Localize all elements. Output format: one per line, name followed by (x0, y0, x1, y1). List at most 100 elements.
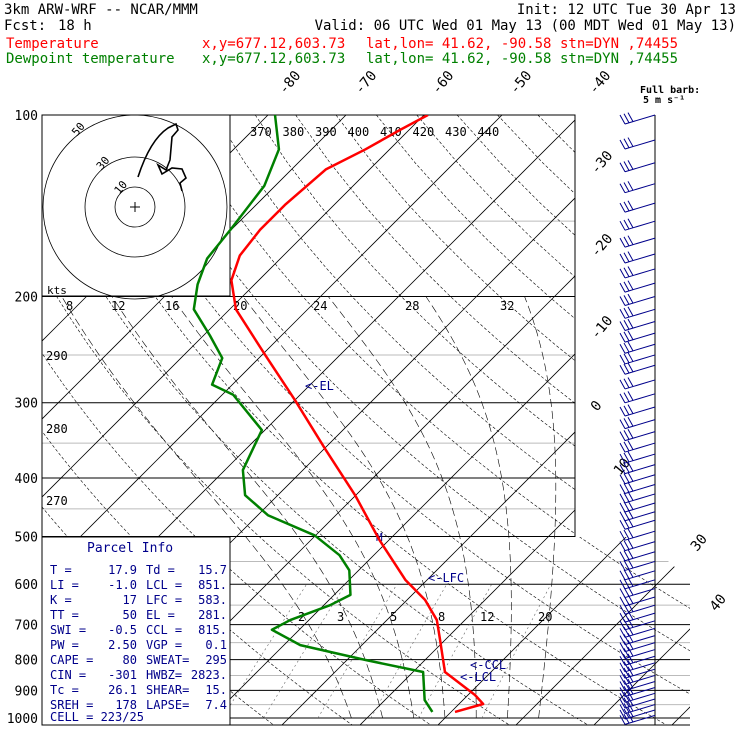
dry-adiabat-line (254, 115, 690, 725)
dry-adiabat-line (537, 115, 690, 725)
isotherm-label: -20 (588, 231, 617, 261)
forecast-hour: 18 h (58, 18, 92, 34)
parcel-param-value: 2.50 (108, 638, 137, 652)
dry-adiabat-line (456, 115, 690, 725)
parcel-param-label: K = (50, 593, 72, 607)
temperature-station: stn=DYN ,74455 (560, 36, 679, 52)
hodograph-units: kts (47, 284, 67, 297)
wind-barb-icon (619, 112, 656, 125)
moist-adiabat-line (328, 296, 477, 719)
parcel-param-value: 15.7 (198, 563, 227, 577)
wind-barb-icon (619, 428, 656, 442)
wind-barb-icon (619, 712, 656, 725)
moist-adiabat-line (524, 296, 557, 719)
legend-dewpoint: Dewpoint temperature (6, 51, 175, 67)
isotherm-line (353, 115, 690, 725)
isotherm-line (275, 115, 690, 725)
wind-barb-icon (619, 160, 656, 173)
wind-barb-icon (619, 646, 656, 660)
dry-adiabat-line (42, 115, 436, 725)
wind-barb-icon (619, 362, 656, 375)
dry-adiabat-line (416, 115, 690, 725)
isotherm-line (197, 115, 690, 725)
wind-barb-icon (619, 200, 656, 213)
parcel-param-label: CIN = (50, 668, 86, 682)
theta-label: 410 (380, 125, 402, 139)
pressure-tick-label: 500 (15, 530, 38, 545)
wind-scale-label: 28 (405, 299, 419, 313)
wind-barb-icon (619, 404, 656, 417)
pressure-tick-label: 1000 (7, 712, 38, 727)
dry-adiabat-line (42, 115, 357, 725)
dry-adiabat-line (295, 115, 690, 725)
wind-barb-icon (619, 568, 656, 581)
parcel-param-label: CAPE = (50, 653, 93, 667)
wind-barb-icon (619, 684, 656, 697)
parcel-param-value: 178 (115, 698, 137, 712)
parcel-param-label: SWI = (50, 623, 86, 637)
pressure-tick-label: 100 (15, 109, 38, 124)
init-time: Init: 12 UTC Tue 30 Apr 13 (516, 2, 736, 18)
theta-label: 290 (46, 349, 68, 363)
parcel-param-label: T = (50, 563, 72, 577)
theta-label: 370 (250, 125, 272, 139)
theta-label: 420 (413, 125, 435, 139)
wind-barb-icon (619, 481, 656, 494)
parcel-param-value: 15. (205, 683, 227, 697)
parcel-param-label: PW = (50, 638, 79, 652)
parcel-param-label: HWBZ= (146, 668, 182, 682)
theta-label: 400 (348, 125, 370, 139)
mixing-ratio-label: 12 (480, 610, 494, 624)
wind-barb-icon (619, 451, 656, 464)
dewpoint-temperature-line (192, 115, 434, 713)
parcel-param-value: 2823. (191, 668, 227, 682)
mixing-ratio-line (370, 584, 447, 719)
parcel-param-label: CCL = (146, 623, 182, 637)
theta-label: 390 (315, 125, 337, 139)
wind-barb-icon (619, 640, 656, 653)
parcel-param-label: LAPSE= (146, 698, 189, 712)
parcel-param-value: 0.1 (205, 638, 227, 652)
parcel-param-value: 17 (123, 593, 137, 607)
parcel-param-label: Tc = (50, 683, 79, 697)
wind-barb-icon (619, 137, 656, 150)
parcel-param-value: 295 (205, 653, 227, 667)
wind-barb-icon (619, 585, 656, 599)
theta-label: 270 (46, 494, 68, 508)
mixing-ratio-label: 5 (390, 610, 397, 624)
wind-barb-icon (619, 666, 656, 679)
wind-barb-icon (619, 558, 656, 571)
parcel-level-marker: <-LFC (428, 571, 464, 585)
parcel-param-value: 80 (123, 653, 137, 667)
dry-adiabat-line (578, 115, 690, 725)
hodograph-ring (114, 186, 156, 228)
parcel-level-marker: <-LCL (460, 670, 496, 684)
dry-adiabat-line (93, 115, 690, 725)
mixing-ratio-line (418, 584, 492, 719)
isotherm-line (509, 115, 690, 725)
parcel-param-label: Td = (146, 563, 175, 577)
wind-barb-icon (619, 707, 656, 720)
mixing-ratio-line (263, 584, 346, 719)
parcel-param-label: TT = (50, 608, 79, 622)
theta-label: 430 (445, 125, 467, 139)
parcel-cell: CELL = 223/25 (50, 710, 144, 724)
parcel-param-label: LFC = (146, 593, 182, 607)
temperature-xy: x,y=677.12,603.73 (202, 36, 346, 52)
wind-barb-icon (619, 280, 656, 293)
wind-barb-icon (619, 341, 656, 354)
wind-scale-label: 32 (500, 299, 514, 313)
hodograph-box (41, 114, 231, 297)
temperature-latlon: lat,lon= 41.62, -90.58 (366, 36, 552, 52)
dry-adiabat-line (42, 115, 515, 725)
moist-adiabat-line (425, 296, 512, 719)
hodograph-trace (137, 122, 187, 192)
wind-barb-icon (619, 549, 656, 562)
wind-barb-icon (619, 330, 656, 343)
wind-barb-icon (619, 391, 656, 404)
isotherm-label: -40 (586, 68, 615, 98)
dewpoint-latlon: lat,lon= 41.62, -90.58 (366, 51, 552, 67)
parcel-param-label: SWEAT= (146, 653, 189, 667)
hodograph-center-icon (130, 202, 140, 212)
wind-barb-icon (619, 218, 656, 231)
